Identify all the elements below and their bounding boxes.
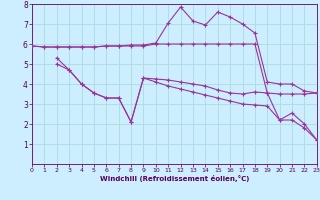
X-axis label: Windchill (Refroidissement éolien,°C): Windchill (Refroidissement éolien,°C) bbox=[100, 175, 249, 182]
